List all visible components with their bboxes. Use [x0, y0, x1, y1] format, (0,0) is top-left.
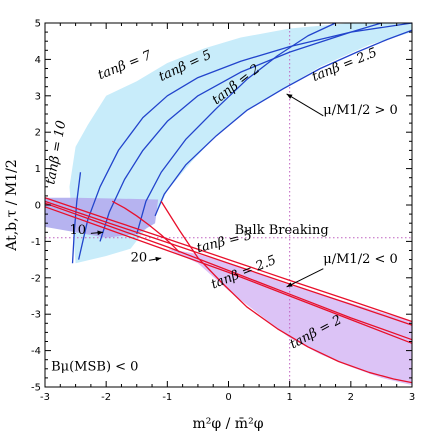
y-tick-label: 0 — [35, 201, 41, 212]
annotation: Bulk Breaking — [235, 223, 329, 238]
x-axis-label: m²φ / m̄²φ — [193, 416, 264, 432]
series-line — [44, 202, 413, 341]
series-line — [99, 22, 382, 242]
arrows — [90, 93, 324, 288]
series-line — [78, 22, 413, 260]
y-tick-label: 3 — [35, 91, 41, 102]
annotation: μ/M1/2 < 0 — [323, 252, 398, 267]
y-tick-label: -3 — [31, 310, 41, 321]
series-line — [154, 29, 413, 217]
arrow-shaft — [286, 93, 324, 117]
annotation: Bμ(MSB) < 0 — [51, 360, 138, 375]
ticks: -3 -2 -1 0 1 2 3 -5 -4 -3 -2 -1 0 1 2 3 4 5 — [31, 19, 415, 404]
arrow-head — [286, 282, 293, 287]
x-tick-label: 0 — [225, 392, 231, 403]
region-violet_band_lower — [167, 248, 412, 386]
arrow-shaft — [286, 268, 324, 288]
y-tick-label: 2 — [35, 128, 41, 139]
annotation: 10 — [69, 223, 86, 238]
y-tick-label: 4 — [35, 55, 41, 66]
annotations: μ/M1/2 > 0 μ/M1/2 < 0 Bulk Breaking Bμ(MSB)… — [51, 103, 398, 375]
arrow-head — [286, 93, 293, 99]
series-line — [44, 200, 413, 326]
arrow-head — [97, 230, 104, 236]
curve-label: tanβ = 10 — [43, 119, 69, 185]
y-axis-label: At,b,τ / M1/2 — [4, 159, 20, 252]
y-tick-label: 1 — [35, 164, 41, 175]
series-line — [44, 197, 413, 323]
series-line — [160, 201, 413, 384]
x-tick-label: -1 — [162, 392, 172, 403]
y-tick-label: -1 — [31, 237, 41, 248]
y-tick-label: -4 — [31, 346, 41, 357]
y-tick-label: 5 — [35, 19, 41, 30]
curves — [44, 22, 413, 384]
x-tick-label: 1 — [286, 392, 292, 403]
y-tick-label: -5 — [31, 383, 41, 394]
series-line — [111, 200, 181, 253]
x-tick-label: -3 — [40, 392, 50, 403]
series-line — [44, 206, 413, 344]
x-tick-label: 2 — [348, 392, 354, 403]
y-tick-label: -2 — [31, 273, 41, 284]
x-tick-label: 3 — [409, 392, 415, 403]
guide-lines — [45, 23, 412, 387]
annotation: 20 — [131, 250, 148, 265]
x-tick-label: -2 — [101, 392, 111, 403]
arrow-head — [155, 256, 162, 262]
series-line — [71, 172, 82, 264]
annotation: μ/M1/2 > 0 — [323, 103, 398, 118]
series-line — [136, 22, 336, 235]
